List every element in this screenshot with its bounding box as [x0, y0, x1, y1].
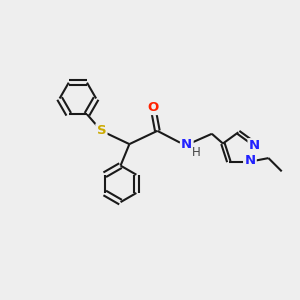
Text: N: N — [244, 154, 256, 167]
Text: N: N — [181, 138, 192, 151]
Text: S: S — [97, 124, 106, 137]
Text: H: H — [192, 146, 201, 159]
Text: O: O — [147, 101, 159, 114]
Text: N: N — [249, 140, 260, 152]
